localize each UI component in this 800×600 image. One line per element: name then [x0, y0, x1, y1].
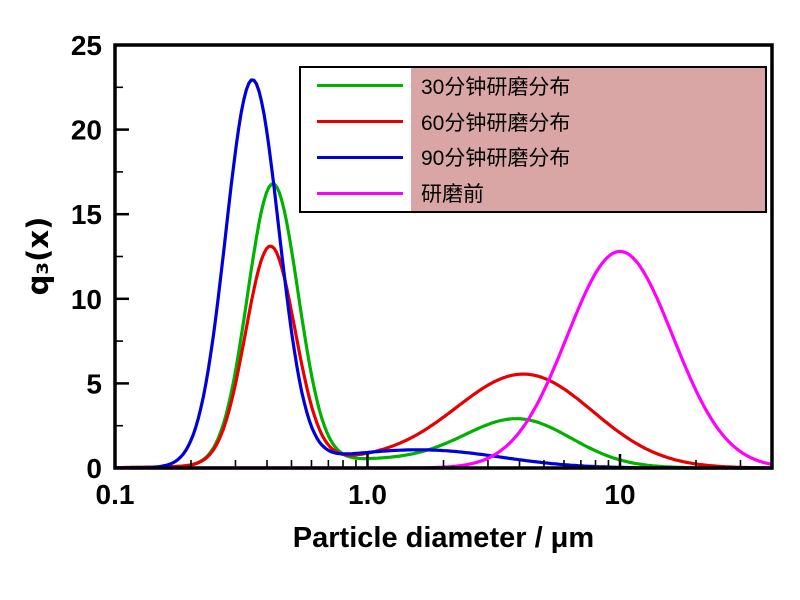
- legend-label-60min: 60分钟研磨分布: [421, 111, 571, 135]
- x-tick-label: 10: [604, 479, 635, 510]
- curve-60min: [115, 244, 772, 470]
- y-tick-label: 25: [71, 30, 102, 61]
- legend: 30分钟研磨分布 60分钟研磨分布 90分钟研磨分布 研磨前: [299, 66, 767, 213]
- y-tick-label: 0: [86, 453, 102, 484]
- legend-item-before: 研磨前: [301, 175, 765, 211]
- curve-before: [115, 249, 772, 470]
- legend-item-60min: 60分钟研磨分布: [301, 104, 765, 140]
- legend-label-before: 研磨前: [421, 183, 484, 207]
- legend-rows: 30分钟研磨分布 60分钟研磨分布 90分钟研磨分布 研磨前: [301, 68, 765, 211]
- y-tick-label: 5: [86, 368, 102, 399]
- legend-label-90min: 90分钟研磨分布: [421, 147, 571, 171]
- legend-line-sample-60min: [317, 120, 403, 124]
- legend-highlight-overlay: [411, 68, 765, 211]
- y-axis-title: q₃(x): [21, 216, 55, 296]
- legend-item-30min: 30分钟研磨分布: [301, 68, 765, 104]
- x-tick-label: 0.1: [96, 479, 135, 510]
- y-tick-label: 15: [71, 199, 102, 230]
- legend-item-90min: 90分钟研磨分布: [301, 140, 765, 176]
- legend-line-sample-90min: [317, 155, 403, 159]
- y-tick-label: 10: [71, 284, 102, 315]
- legend-line-sample-30min: [317, 84, 403, 88]
- x-tick-label: 1.0: [348, 479, 387, 510]
- legend-line-sample-before: [317, 191, 403, 195]
- x-axis-title: Particle diameter / μm: [292, 522, 595, 554]
- y-tick-label: 20: [71, 115, 102, 146]
- legend-label-30min: 30分钟研磨分布: [421, 75, 571, 99]
